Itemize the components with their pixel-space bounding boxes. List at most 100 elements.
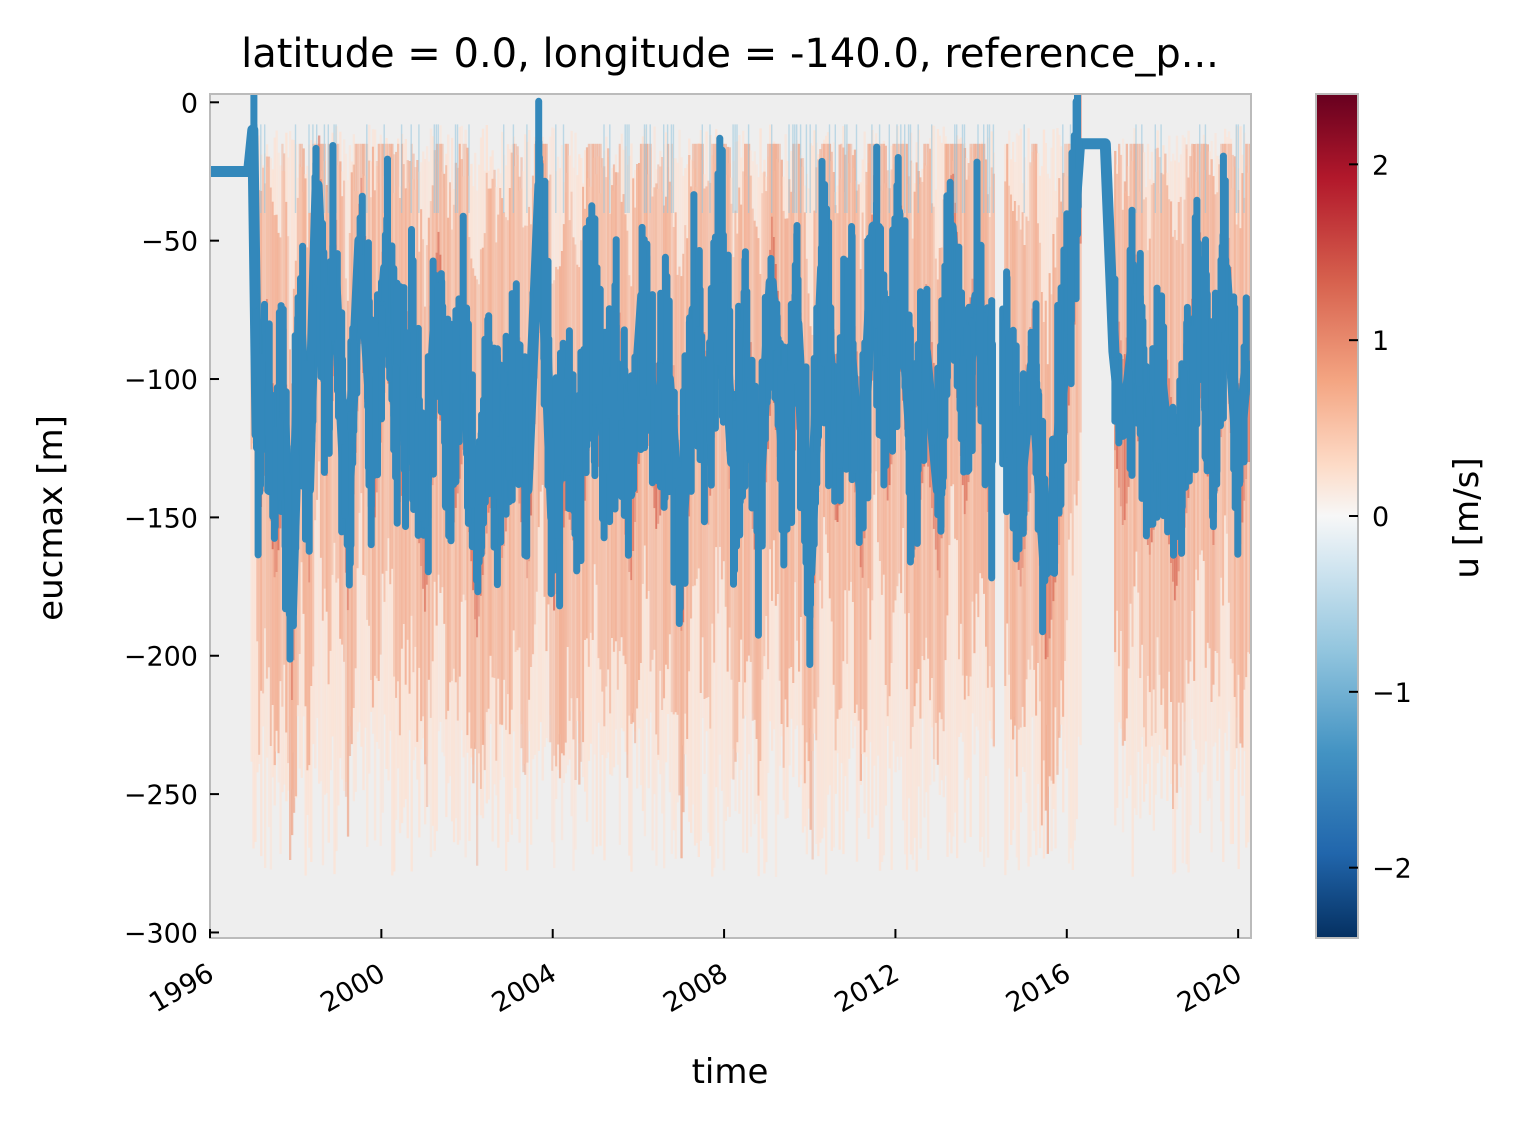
heatmap-cell <box>1121 359 1125 525</box>
heatmap-cell <box>709 124 711 213</box>
heatmap-cell <box>732 124 734 213</box>
heatmap-cell <box>925 165 928 793</box>
heatmap-cell <box>555 124 557 213</box>
heatmap-cell <box>454 124 457 213</box>
heatmap-cell <box>736 124 738 213</box>
x-axis: 1996 2000 2004 2008 2012 2016 2020 <box>144 929 1247 1019</box>
heatmap-cell <box>904 190 907 855</box>
heatmap-cell <box>385 138 388 769</box>
heatmap-cell <box>1231 188 1234 845</box>
x-tick-label: 1996 <box>144 958 219 1019</box>
heatmap-cell <box>333 168 336 875</box>
heatmap-cell <box>264 124 266 213</box>
heatmap-cell <box>366 179 369 847</box>
heatmap-cell <box>963 124 966 213</box>
heatmap-cell <box>747 124 750 213</box>
heatmap-cell <box>433 159 436 851</box>
heatmap-cell <box>799 124 802 213</box>
heatmap-cell <box>809 124 811 213</box>
heatmap-cell <box>651 187 654 851</box>
heatmap-cell <box>846 124 848 213</box>
heatmap-cell <box>1065 176 1069 769</box>
heatmap-cell <box>1071 157 1074 871</box>
heatmap-cell <box>1079 143 1082 433</box>
heatmap-cell <box>961 124 964 213</box>
heatmap-cell <box>589 186 593 744</box>
heatmap-cell <box>562 124 565 213</box>
heatmap-cell <box>250 169 253 762</box>
heatmap-cell <box>645 124 648 213</box>
heatmap-cell <box>794 192 797 730</box>
heatmap-cell <box>418 124 420 213</box>
heatmap-cell <box>1139 191 1142 819</box>
heatmap-cell <box>1185 148 1188 865</box>
heatmap-cell <box>1243 124 1245 213</box>
y-tick-label: −50 <box>141 227 198 258</box>
heatmap-cell <box>462 176 465 758</box>
heatmap-cell <box>734 124 736 213</box>
heatmap-cell <box>983 124 985 213</box>
heatmap-cell <box>641 136 645 812</box>
heatmap-cell <box>711 155 714 877</box>
heatmap-cell <box>1062 124 1064 213</box>
colorbar-tick-label: −2 <box>1372 854 1412 885</box>
x-tick-label: 2016 <box>1001 958 1076 1019</box>
heatmap-cell <box>1073 137 1076 841</box>
heatmap-cell <box>834 124 836 213</box>
heatmap-cell <box>1135 124 1137 213</box>
y-tick-label: −150 <box>124 503 198 534</box>
heatmap-cell <box>535 161 539 820</box>
heatmap-cell <box>875 133 878 816</box>
heatmap-cell <box>1046 364 1049 854</box>
colorbar-tick-label: −1 <box>1372 678 1412 709</box>
x-tick-label: 2000 <box>315 958 390 1019</box>
heatmap-cell <box>771 124 773 213</box>
heatmap-cell <box>666 124 669 213</box>
heatmap-cell <box>383 175 386 715</box>
heatmap-cell <box>1247 172 1250 843</box>
heatmap-cell <box>1199 151 1202 834</box>
x-tick-label: 2004 <box>487 958 562 1019</box>
heatmap-cell <box>1077 143 1080 481</box>
y-tick-label: −100 <box>124 365 198 396</box>
heatmap-cell <box>907 124 910 213</box>
y-tick-label: −200 <box>124 642 198 673</box>
heatmap-cell <box>456 124 459 213</box>
heatmap-cell <box>335 126 338 852</box>
heatmap-cell <box>1121 209 1125 746</box>
heatmap-cell <box>294 124 297 213</box>
colorbar-tick-label: 0 <box>1372 502 1389 533</box>
heatmap-cell <box>314 141 317 769</box>
heatmap-cell <box>988 124 991 213</box>
heatmap-cell <box>323 124 326 213</box>
heatmap-cell <box>503 124 505 213</box>
heatmap-cell <box>468 124 470 213</box>
heatmap-cell <box>904 124 906 213</box>
heatmap-cell <box>954 124 956 213</box>
heatmap-cell <box>717 139 720 859</box>
y-tick-label: −250 <box>124 780 198 811</box>
x-axis-label: time <box>692 1052 769 1092</box>
heatmap-cell <box>952 160 955 837</box>
x-tick-label: 2012 <box>830 958 905 1019</box>
heatmap-cell <box>794 124 796 213</box>
heatmap-cell <box>805 124 808 213</box>
heatmap-cell <box>264 153 267 868</box>
heatmap-cell <box>437 124 439 213</box>
heatmap-cell <box>1199 124 1201 213</box>
heatmap-cell <box>1237 124 1239 213</box>
heatmap-cell <box>647 174 650 789</box>
heatmap-cell <box>896 126 899 757</box>
heatmap-cell <box>1137 170 1140 753</box>
heatmap-cell <box>1075 143 1078 506</box>
heatmap-cell <box>898 188 901 771</box>
heatmap-cell <box>379 134 382 846</box>
heatmap-cell <box>765 176 768 863</box>
heatmap-cell <box>358 143 361 723</box>
heatmap-cell <box>663 124 665 213</box>
heatmap-cell <box>707 182 710 833</box>
colorbar-tick-label: 1 <box>1372 326 1389 357</box>
heatmap-cell <box>512 124 515 213</box>
heatmap-cell <box>456 165 460 845</box>
heatmap-cell <box>260 124 262 213</box>
